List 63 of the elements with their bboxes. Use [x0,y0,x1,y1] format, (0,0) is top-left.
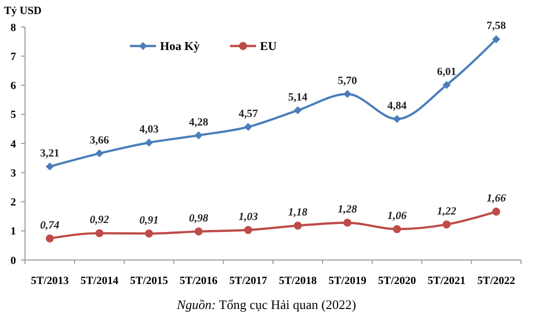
y-tick-label: 5 [10,109,16,122]
data-label: 6,01 [436,66,456,78]
x-tick-label: 5T/2018 [278,275,318,287]
data-label: 4,84 [387,100,408,112]
data-label: 1,18 [288,206,308,219]
x-tick-label: 5T/2013 [30,275,70,287]
y-tick-label: 1 [10,226,16,238]
x-tick-label: 5T/2016 [180,275,218,287]
point [244,122,252,131]
point [145,229,153,238]
x-tick-label: 5T/2017 [229,275,268,287]
point [393,225,401,234]
point [95,149,104,158]
point [46,162,54,171]
point [145,138,153,147]
data-label: 1,03 [238,211,258,223]
y-tick-label: 7 [10,50,16,63]
data-label: 7,58 [486,20,506,32]
data-label: 1,66 [486,192,506,205]
point [294,106,302,114]
x-tick-label: 5T/2014 [80,275,119,287]
x-tick-label: 5T/2015 [130,275,168,287]
data-label: 4,28 [188,116,209,128]
point [194,131,203,140]
data-label: 0,92 [90,214,110,226]
point [244,226,252,234]
x-tick-label: 5T/2020 [378,275,416,287]
y-tick-label: 2 [10,196,16,209]
data-label: 5,70 [338,74,358,87]
data-label: 1,22 [436,205,457,218]
legend-label: Hoa Kỳ [160,39,200,54]
point [442,220,451,228]
data-label: 5,14 [288,91,308,104]
data-label: 0,74 [40,219,60,232]
point [442,80,451,89]
y-tick-label: 0 [10,254,16,267]
point [194,227,203,236]
y-tick-label: 6 [10,80,16,92]
data-label: 3,66 [90,134,110,146]
legend-label: EU [260,39,278,54]
point [343,90,352,98]
data-label: 4,57 [238,108,258,120]
point [343,218,352,227]
x-tick-label: 5T/2019 [328,275,367,287]
y-tick-label: 3 [10,167,16,180]
y-axis-title: Tỷ USD [4,5,42,17]
y-tick-label: 8 [10,22,16,34]
text: Nguồn: Tổng cục Hải quan (2022) [176,297,356,312]
data-label: 3,21 [40,148,60,160]
point [95,229,104,238]
point [46,234,54,242]
point [393,115,401,124]
point [492,208,500,216]
x-tick-label: 5T/2022 [477,275,516,287]
data-label: 1,06 [387,210,408,222]
x-tick-label: 5T/2021 [428,275,466,287]
point [294,222,302,230]
data-label: 1,28 [338,204,358,216]
data-label: 0,91 [139,214,159,226]
data-label: 4,03 [139,124,160,136]
point [492,35,500,44]
y-tick-label: 4 [10,138,16,150]
data-label: 0,98 [188,212,209,224]
